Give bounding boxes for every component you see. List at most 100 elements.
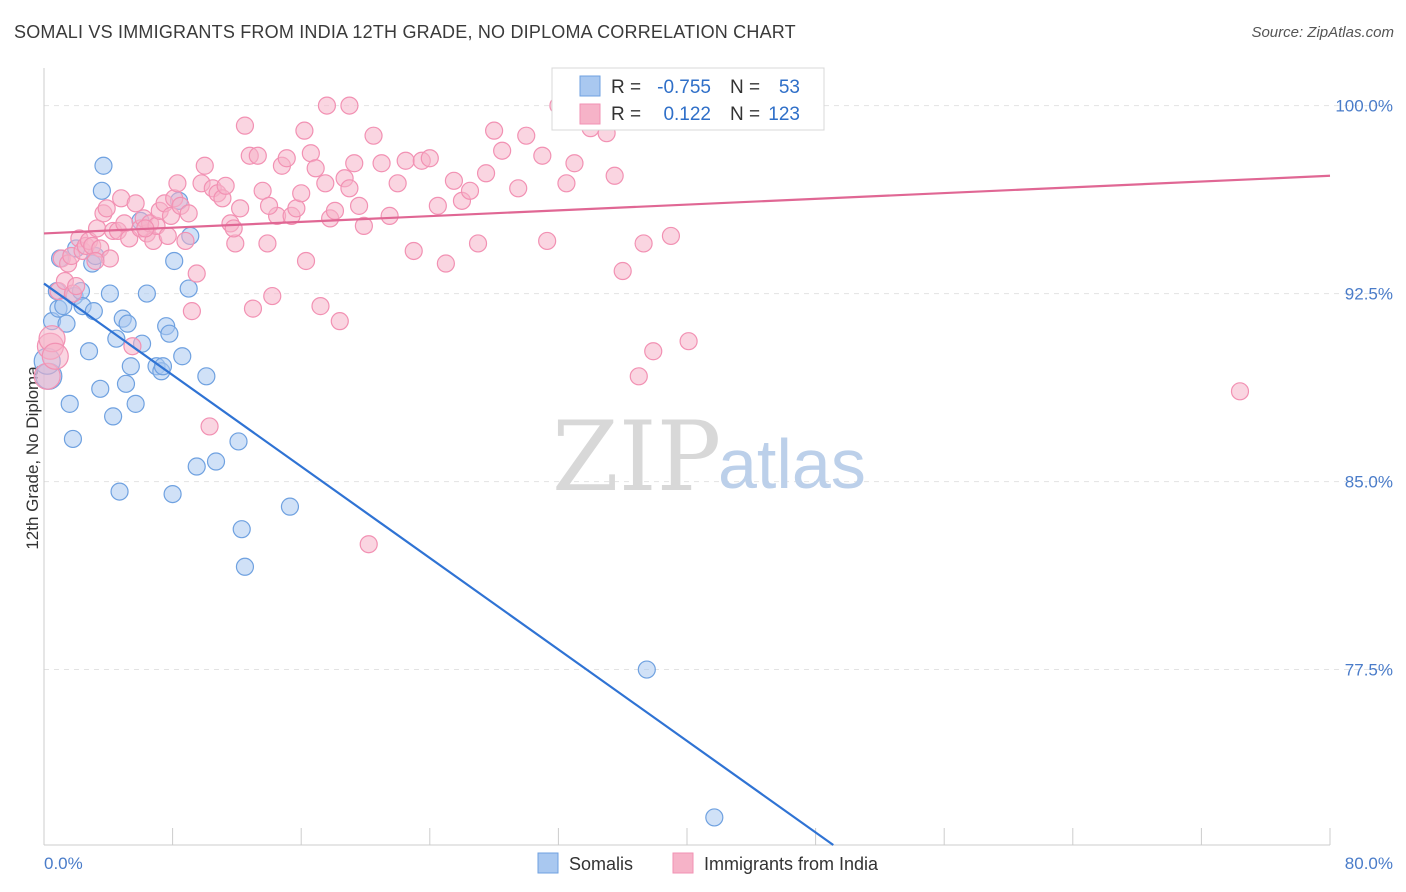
legend-n-value-india: 123	[768, 104, 800, 125]
point-somalis-26	[118, 314, 137, 333]
point-india-81	[359, 535, 378, 554]
point-india-85	[388, 174, 407, 193]
legend-n-value-somalis: 53	[779, 77, 800, 98]
grid-layer	[44, 105, 1390, 671]
point-india-122	[259, 196, 279, 215]
point-india-43	[182, 302, 201, 321]
bottom-legend-swatch-india	[672, 852, 694, 874]
point-india-111	[634, 234, 653, 253]
point-india-121	[86, 251, 105, 271]
point-india-96	[476, 164, 496, 183]
point-somalis-48	[235, 557, 255, 576]
point-india-112	[644, 342, 663, 361]
point-somalis-8	[63, 429, 83, 449]
point-somalis-27	[121, 357, 140, 376]
point-india-92	[444, 171, 464, 190]
point-india-42	[179, 204, 198, 223]
point-somalis-20	[100, 284, 120, 303]
point-india-100	[517, 126, 536, 145]
x-tick-label-min: 0.0%	[44, 854, 83, 873]
legend-r-value-india: 0.122	[663, 104, 711, 125]
point-somalis-21	[104, 407, 123, 426]
point-india-46	[195, 156, 214, 175]
point-india-59	[253, 181, 272, 200]
point-india-117	[340, 96, 359, 115]
point-india-90	[428, 196, 447, 215]
point-india-66	[287, 199, 306, 218]
point-somalis-41	[179, 279, 198, 298]
bottom-legend: Somalis Immigrants from India	[537, 852, 879, 874]
point-india-95	[468, 234, 488, 253]
point-india-84	[380, 206, 399, 225]
watermark: ZIP atlas	[552, 401, 866, 513]
point-india-86	[396, 151, 415, 170]
point-somalis-13	[79, 342, 99, 361]
point-india-3	[41, 342, 69, 370]
axes-layer	[43, 68, 1331, 846]
point-india-70	[306, 159, 325, 178]
point-india-80	[354, 216, 373, 236]
point-india-36	[158, 226, 177, 246]
legend-r-label-india: R =	[611, 104, 641, 125]
point-india-53	[226, 234, 245, 253]
point-india-44	[187, 264, 206, 283]
point-india-120	[1230, 382, 1250, 401]
point-india-71	[311, 297, 330, 316]
point-india-99	[509, 179, 528, 198]
point-india-105	[565, 154, 584, 173]
point-india-91	[436, 254, 455, 273]
legend-n-label-india: N =	[730, 104, 760, 125]
point-india-82	[364, 126, 383, 145]
trend-layer	[43, 174, 1331, 846]
point-india-102	[538, 231, 557, 251]
y-tick-labels: 77.5% 85.0% 92.5% 100.0%	[1335, 97, 1393, 680]
x-tick-label-max: 80.0%	[1345, 854, 1393, 873]
trend-line-india	[43, 174, 1331, 235]
point-india-16	[87, 219, 107, 238]
point-india-101	[533, 146, 552, 165]
point-india-83	[372, 154, 391, 173]
point-india-64	[277, 149, 296, 168]
trend-line-somalis	[43, 282, 834, 846]
y-tick-label-2: 92.5%	[1345, 285, 1393, 304]
y-axis-label: 12th Grade, No Diploma	[23, 366, 42, 550]
point-india-75	[330, 312, 349, 331]
point-india-108	[605, 166, 624, 185]
bottom-legend-swatch-somalis	[537, 852, 559, 874]
point-india-61	[263, 286, 282, 306]
point-somalis-43	[187, 457, 206, 476]
point-india-74	[325, 201, 345, 220]
point-india-118	[224, 219, 243, 238]
point-somalis-44	[197, 367, 216, 386]
point-somalis-47	[232, 520, 251, 539]
y-tick-label-3: 100.0%	[1335, 97, 1393, 116]
legend-r-value-somalis: -0.755	[657, 77, 711, 98]
point-india-79	[349, 196, 369, 215]
point-india-77	[340, 179, 359, 198]
point-india-67	[292, 184, 311, 203]
y-tick-label-0: 77.5%	[1345, 661, 1393, 680]
point-india-94	[460, 181, 480, 200]
legend-box: R = -0.755 N = 53 R = 0.122 N = 123	[551, 67, 825, 131]
point-somalis-19	[94, 156, 113, 175]
point-somalis-18	[92, 181, 111, 200]
point-somalis-22	[107, 329, 126, 348]
point-somalis-15	[84, 302, 103, 321]
point-somalis-49	[280, 497, 300, 516]
legend-swatch-somalis	[579, 75, 601, 97]
bottom-legend-label-somalis: Somalis	[569, 854, 633, 874]
point-india-110	[629, 367, 648, 386]
point-india-58	[248, 146, 267, 165]
point-india-68	[296, 251, 316, 271]
chart-title: SOMALI VS IMMIGRANTS FROM INDIA 12TH GRA…	[14, 22, 796, 42]
point-somalis-46	[229, 432, 248, 451]
legend-r-label-somalis: R =	[611, 77, 641, 98]
points-layer	[33, 96, 1250, 827]
point-india-72	[316, 174, 335, 193]
point-somalis-37	[163, 484, 182, 504]
point-india-19	[97, 199, 116, 218]
point-india-87	[404, 241, 423, 261]
point-india-89	[420, 149, 439, 168]
bottom-legend-label-india: Immigrants from India	[704, 854, 879, 874]
